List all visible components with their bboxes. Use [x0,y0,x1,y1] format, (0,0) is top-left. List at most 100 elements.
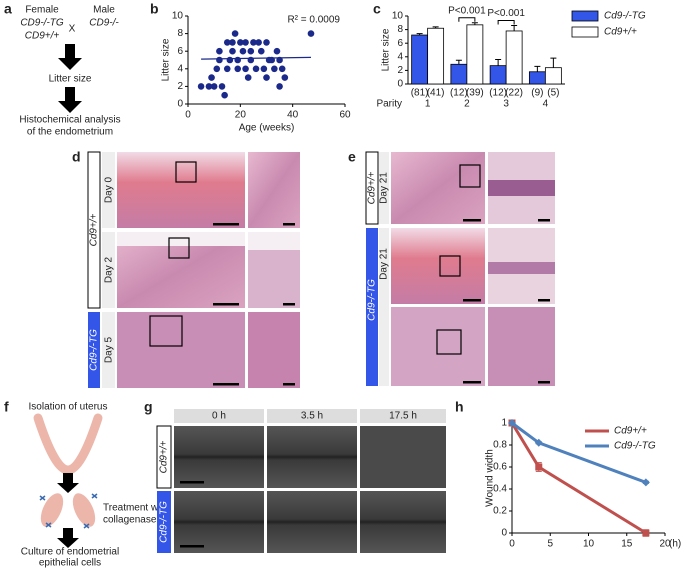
error-bar [550,57,557,68]
day: Day 2 [104,257,115,284]
y-tick-label: 4 [177,63,183,74]
genotype-box [156,425,172,489]
bracket [458,17,476,22]
n-label: (5) [547,88,559,99]
point [229,39,236,46]
genotype: Cd9+/+ [89,213,100,246]
panel-label: d [72,149,81,165]
point [208,74,215,81]
genotype: Cd9+/+ [159,440,170,473]
point [234,56,242,64]
header-cell [174,409,264,423]
step: Isolation of uterus [29,402,108,413]
point [237,39,244,46]
arrow [58,87,82,113]
x-tick-label: 1 [425,99,431,110]
x-tick-label: 10 [583,539,595,550]
panel-label: b [150,1,159,17]
step: Treatment with [103,503,169,514]
x-tick-label: 20 [235,110,247,121]
male-label: Male [93,5,115,16]
point [278,65,286,73]
step: Culture of endometrial [21,547,119,558]
y-tick-label: 6 [397,38,403,49]
bar [489,65,507,85]
bar [466,24,484,85]
panel-label: a [4,1,12,17]
bar [528,71,546,85]
day: Day 21 [379,248,390,280]
point [260,65,268,73]
legend-swatch [571,26,599,38]
point [223,65,231,73]
x-axis-label: (h) [669,539,681,550]
n-label: (9) [531,88,543,99]
day-box [379,228,389,386]
point [276,83,283,90]
step: collagenase [103,515,157,526]
point [263,39,270,46]
error-bar [416,33,423,36]
point [273,47,281,55]
x-tick-label: 2 [464,99,470,110]
point [210,83,218,90]
y-tick-label: 8 [397,24,403,35]
genotype-box [88,312,100,388]
point [252,65,260,73]
day-box [102,232,115,308]
y-tick-label: 10 [172,11,184,22]
point [271,65,278,73]
y-tick-label: 0.2 [493,506,507,517]
panel-label: e [348,149,356,165]
uterus [33,413,103,475]
bar [427,27,445,85]
point [255,39,262,46]
x-tick-label: 15 [621,539,633,550]
y-tick-label: 8 [177,28,183,39]
histology-d [117,152,300,388]
n-label: (41) [427,88,445,99]
bar [411,34,429,85]
cross: X [69,24,76,35]
female-label: Female [25,5,59,16]
y-tick-label: 0.8 [493,440,507,451]
step: of the endometrium [27,127,113,138]
marker [642,529,650,537]
point [247,47,255,55]
x-axis-label: Parity [376,99,402,110]
day-box [102,152,115,228]
annotation: P<0.001 [448,5,486,16]
genotype: CD9+/+ [25,31,60,42]
error-bar [455,59,462,65]
point [221,91,228,99]
legend-label: Cd9-/-TG [604,11,646,22]
x-tick-label: 40 [287,110,299,121]
n-label: (12) [450,88,468,99]
x-tick-label: 4 [543,99,549,110]
point [229,47,236,55]
y-tick-label: 0 [501,528,507,539]
legend-label: Cd9+/+ [604,27,637,38]
point [223,39,231,46]
point [197,83,205,90]
y-tick-label: 0.6 [493,462,507,473]
y-axis-label: Litter size [161,38,172,81]
day: Day 21 [379,172,390,204]
n-label: (39) [466,88,484,99]
panel-label: g [144,399,153,415]
point [244,74,252,81]
y-tick-label: 0 [397,79,403,90]
marker [534,438,543,447]
day-box [102,312,115,388]
point [216,56,223,64]
bar [505,30,523,85]
genotype: CD9-/-TG [20,18,64,29]
arrow [57,473,79,493]
y-tick-label: 4 [397,51,403,62]
annotation: P<0.001 [487,8,525,19]
point [242,39,249,46]
y-tick-label: 10 [392,11,404,22]
time-label: 3.5 h [301,411,323,422]
header-cell [360,409,446,423]
